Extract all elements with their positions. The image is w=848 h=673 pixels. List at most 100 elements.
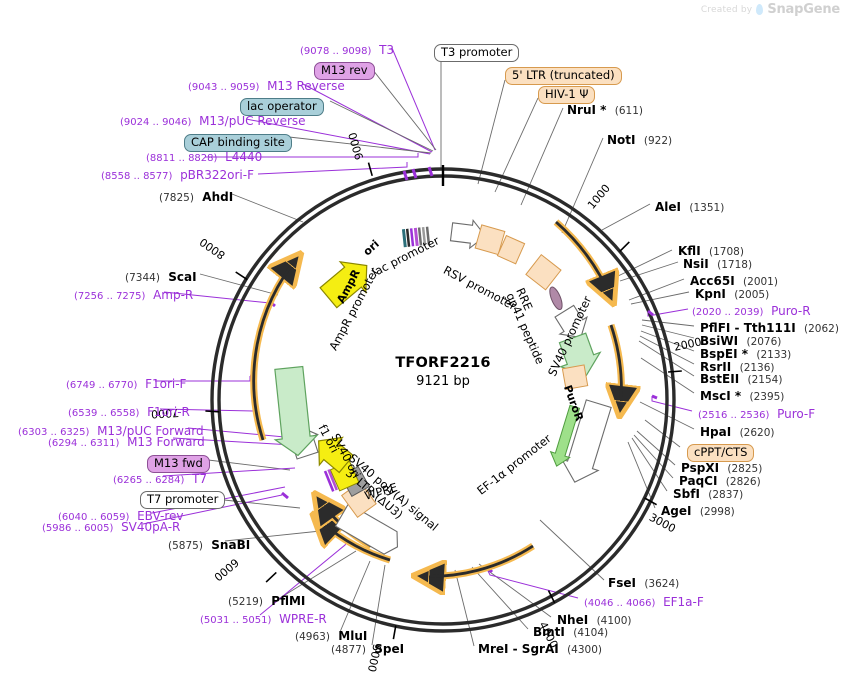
plasmid-name: TFORF2216 (395, 355, 491, 371)
enzyme-label-kpni[interactable]: KpnI (2005) (695, 288, 769, 301)
primer-range: (2020 .. 2039) (692, 307, 764, 318)
enzyme-position: (5875) (168, 540, 203, 552)
primer-name: Puro-R (771, 304, 811, 318)
enzyme-label-mrei-sgrai[interactable]: MreI - SgrAI (4300) (478, 643, 602, 656)
primer-label-puro-f[interactable]: (2516 .. 2536) Puro-F (698, 408, 815, 421)
enzyme-name: RsrII (700, 360, 732, 374)
enzyme-label-pflmi[interactable]: (5219) PflMI (228, 595, 305, 608)
enzyme-position: (2001) (743, 276, 778, 288)
enzyme-label-rsrii[interactable]: RsrII (2136) (700, 361, 775, 374)
enzyme-label-nhei[interactable]: NheI (4100) (557, 614, 631, 627)
enzyme-name: PflFI - Tth111I (700, 321, 796, 335)
enzyme-name: MscI * (700, 389, 742, 403)
feature-label-m13-rev[interactable]: M13 rev (314, 61, 375, 81)
feature-badge-cap-binding-site[interactable]: CAP binding site (184, 134, 292, 153)
primer-label-wpre-r[interactable]: (5031 .. 5051) WPRE-R (200, 613, 327, 626)
primer-label-f1ori-f[interactable]: (6749 .. 6770) F1ori-F (66, 378, 186, 391)
enzyme-label-acc65i[interactable]: Acc65I (2001) (690, 275, 778, 288)
primer-label-pbr322ori-f[interactable]: (8558 .. 8577) pBR322ori-F (101, 169, 254, 182)
enzyme-label-paqci[interactable]: PaqCI (2826) (679, 475, 761, 488)
primer-label-l4440[interactable]: (8811 .. 8828) L4440 (146, 151, 262, 164)
feature-badge-m13-fwd[interactable]: M13 fwd (147, 455, 210, 474)
primer-range: (6749 .. 6770) (66, 380, 138, 391)
feature-badge-t3-promoter[interactable]: T3 promoter (434, 44, 520, 63)
enzyme-name: BspEI * (700, 347, 748, 361)
primer-range: (6303 .. 6325) (18, 427, 90, 438)
enzyme-label-hpai[interactable]: HpaI (2620) (700, 426, 774, 439)
enzyme-name: NotI (607, 133, 636, 147)
enzyme-position: (2005) (734, 289, 770, 301)
enzyme-position: (1718) (717, 259, 753, 271)
primer-range: (6265 .. 6284) (113, 475, 185, 486)
enzyme-label-snabi[interactable]: (5875) SnaBI (168, 539, 250, 552)
plasmid-title-block: TFORF2216 9121 bp (343, 355, 543, 389)
primer-label-ebv-rev[interactable]: (6040 .. 6059) EBV-rev (58, 510, 184, 523)
primer-label-m13-reverse[interactable]: (9043 .. 9059) M13 Reverse (188, 80, 345, 93)
enzyme-label-bsiwi[interactable]: BsiWI (2076) (700, 335, 781, 348)
primer-name: M13/pUC Reverse (199, 114, 306, 128)
enzyme-position: (3624) (644, 578, 680, 590)
enzyme-position: (2826) (725, 476, 761, 488)
feature-badge-lac-operator[interactable]: lac operator (240, 98, 324, 117)
enzyme-name: BsiWI (700, 334, 739, 348)
enzyme-label-bsteii[interactable]: BstEII (2154) (700, 373, 782, 386)
primer-label-m13-puc-reverse[interactable]: (9024 .. 9046) M13/pUC Reverse (120, 115, 306, 128)
primer-label-t7[interactable]: (6265 .. 6284) T7 (113, 473, 207, 486)
enzyme-name: KpnI (695, 287, 726, 301)
enzyme-label-scai[interactable]: (7344) ScaI (125, 271, 197, 284)
feature-badge-hiv-1[interactable]: HIV-1 Ψ (538, 86, 596, 105)
enzyme-label-pspxi[interactable]: PspXI (2825) (681, 462, 762, 475)
feature-label-5-ltr-truncated[interactable]: 5' LTR (truncated) (505, 66, 622, 86)
enzyme-label-mlui[interactable]: (4963) MluI (295, 630, 367, 643)
primer-label-f1ori-r[interactable]: (6539 .. 6558) F1ori-R (68, 406, 190, 419)
primer-range: (4046 .. 4066) (584, 598, 656, 609)
primer-name: EF1a-F (663, 595, 704, 609)
primer-name: pBR322ori-F (180, 168, 254, 182)
enzyme-label-ahdi[interactable]: (7825) AhdI (159, 191, 233, 204)
feature-label-cppt-cts[interactable]: cPPT/CTS (687, 443, 755, 463)
feature-badge-cppt-cts[interactable]: cPPT/CTS (687, 444, 755, 463)
primer-name: T3 (379, 43, 395, 57)
enzyme-position: (7825) (159, 192, 194, 204)
feature-label-m13-fwd[interactable]: M13 fwd (147, 454, 210, 474)
enzyme-label-noti[interactable]: NotI (922) (607, 134, 672, 147)
enzyme-position: (4300) (567, 644, 602, 656)
primer-range: (9043 .. 9059) (188, 82, 260, 93)
enzyme-label-msci[interactable]: MscI * (2395) (700, 390, 784, 403)
feature-label-t7-promoter[interactable]: T7 promoter (140, 490, 226, 510)
primer-name: WPRE-R (279, 612, 327, 626)
enzyme-label-pflfi-tth111i[interactable]: PflFI - Tth111I (2062) (700, 322, 839, 335)
feature-label-hiv-1[interactable]: HIV-1 Ψ (538, 85, 596, 105)
primer-label-puro-r[interactable]: (2020 .. 2039) Puro-R (692, 305, 811, 318)
feature-badge-m13-rev[interactable]: M13 rev (314, 62, 375, 81)
enzyme-label-agei[interactable]: AgeI (2998) (661, 505, 735, 518)
feature-badge-5-ltr-truncated[interactable]: 5' LTR (truncated) (505, 67, 622, 86)
primer-name: M13/pUC Forward (97, 424, 204, 438)
enzyme-label-alei[interactable]: AleI (1351) (655, 201, 724, 214)
enzyme-label-bspei[interactable]: BspEI * (2133) (700, 348, 791, 361)
feature-label-t3-promoter[interactable]: T3 promoter (434, 43, 520, 63)
enzyme-name: BmtI (533, 625, 565, 639)
primer-name: SV40pA-R (121, 520, 181, 534)
primer-label-sv40pa-r[interactable]: (5986 .. 6005) SV40pA-R (42, 521, 180, 534)
primer-label-ef1a-f[interactable]: (4046 .. 4066) EF1a-F (584, 596, 704, 609)
primer-label-amp-r[interactable]: (7256 .. 7275) Amp-R (74, 289, 193, 302)
feature-label-cap-binding-site[interactable]: CAP binding site (184, 133, 292, 153)
enzyme-label-kfli[interactable]: KflI (1708) (678, 245, 744, 258)
primer-range: (6539 .. 6558) (68, 408, 140, 419)
enzyme-name: ScaI (168, 270, 197, 284)
enzyme-label-nrui[interactable]: NruI * (611) (567, 104, 643, 117)
enzyme-label-spei[interactable]: (4877) SpeI (331, 643, 404, 656)
enzyme-label-sbfi[interactable]: SbfI (2837) (673, 488, 743, 501)
feature-badge-t7-promoter[interactable]: T7 promoter (140, 491, 226, 510)
primer-label-m13-puc-forward[interactable]: (6303 .. 6325) M13/pUC Forward (18, 425, 204, 438)
enzyme-label-bmti[interactable]: BmtI (4104) (533, 626, 608, 639)
primer-name: M13 Reverse (267, 79, 345, 93)
enzyme-name: SbfI (673, 487, 700, 501)
primer-label-m13-forward[interactable]: (6294 .. 6311) M13 Forward (48, 436, 205, 449)
enzyme-label-fsei[interactable]: FseI (3624) (608, 577, 679, 590)
primer-label-t3[interactable]: (9078 .. 9098) T3 (300, 44, 394, 57)
feature-label-lac-operator[interactable]: lac operator (240, 97, 324, 117)
enzyme-name: SnaBI (211, 538, 251, 552)
enzyme-label-nsii[interactable]: NsiI (1718) (683, 258, 752, 271)
